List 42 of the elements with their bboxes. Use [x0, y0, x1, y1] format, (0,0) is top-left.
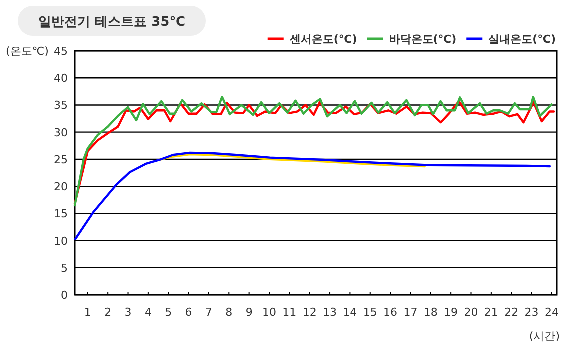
x-tick-label: 22	[504, 306, 519, 319]
y-tick-label: 10	[54, 234, 68, 248]
y-tick-label: 15	[54, 208, 68, 221]
y-tick-label: 20	[54, 180, 68, 194]
y-tick-label: 40	[54, 72, 68, 86]
y-tick-label: 5	[61, 262, 68, 275]
y-tick-label: 0	[61, 289, 68, 302]
x-tick-label: 9	[246, 306, 253, 319]
x-tick-label: 18	[424, 306, 438, 319]
legend-label: 센서온도(℃)	[290, 33, 358, 46]
x-tick-label: 6	[185, 306, 192, 319]
x-tick-label: 11	[282, 306, 297, 319]
y-tick-label: 25	[54, 153, 68, 166]
x-tick-label: 21	[484, 306, 498, 319]
y-tick-label: 35	[54, 99, 68, 112]
x-tick-label: 20	[464, 306, 478, 319]
x-tick-label: 2	[104, 306, 112, 319]
x-tick-label: 12	[302, 306, 317, 319]
x-tick-label: 10	[262, 306, 276, 319]
legend-label: 실내온도(℃)	[488, 33, 556, 46]
line-series	[158, 153, 426, 168]
x-tick-label: 3	[124, 306, 132, 319]
legend-label: 바닥온도(℃)	[389, 33, 457, 46]
x-tick-label: 23	[524, 306, 539, 319]
x-tick-label: 8	[226, 306, 233, 319]
x-tick-label: 4	[144, 306, 152, 319]
y-tick-label: 45	[54, 45, 68, 58]
x-tick-label: 17	[404, 306, 418, 319]
x-tick-label: 15	[363, 306, 378, 319]
y-axis-title: (온도℃)	[6, 45, 49, 58]
x-tick-label: 13	[323, 306, 338, 319]
x-tick-label: 16	[384, 306, 398, 319]
chart-title: 일반전기 테스트표 35℃	[38, 15, 186, 30]
line-series	[74, 152, 552, 240]
x-tick-label: 24	[544, 306, 559, 319]
y-tick-label: 30	[54, 126, 68, 140]
x-tick-label: 5	[165, 306, 172, 319]
x-tick-label: 19	[444, 306, 458, 319]
x-axis-title: (시간)	[529, 330, 560, 343]
x-tick-label: 14	[343, 306, 358, 319]
x-tick-label: 1	[84, 306, 92, 319]
x-tick-label: 7	[205, 306, 212, 319]
